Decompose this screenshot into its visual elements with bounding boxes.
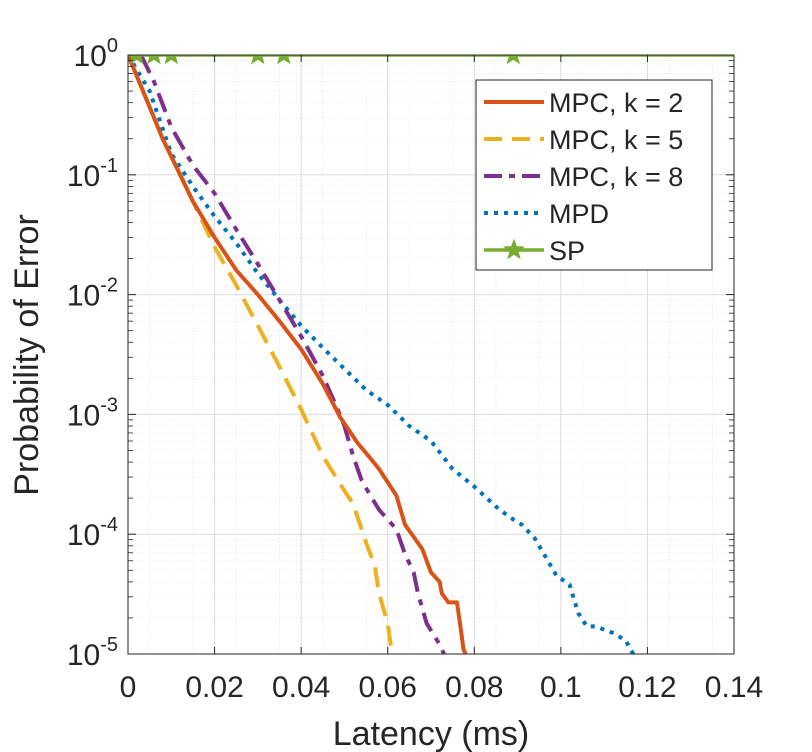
y-tick-label: 10-2 (67, 275, 118, 313)
sp-star-marker (506, 55, 520, 65)
y-tick-label: 100 (74, 35, 119, 73)
x-tick-label: 0.06 (359, 671, 417, 704)
series-line-mpc-k-5 (128, 55, 395, 654)
x-tick-label: 0.02 (185, 671, 243, 704)
sp-star-marker (164, 55, 178, 65)
x-tick-label: 0.08 (445, 671, 503, 704)
axis-ticks (127, 54, 735, 655)
legend-star-marker (503, 238, 525, 260)
y-tick-label: 10-5 (67, 634, 118, 672)
y-tick-label: 10-3 (67, 394, 118, 432)
legend-label: MPC, k = 8 (549, 162, 683, 192)
x-tick-label: 0.1 (540, 671, 582, 704)
series-line-mpc-k-2 (128, 55, 468, 654)
sp-star-marker (147, 55, 161, 65)
x-axis-label: Latency (ms) (333, 715, 530, 752)
x-tick-label: 0.12 (618, 671, 676, 704)
legend-label: MPD (549, 199, 609, 229)
legend-label: MPC, k = 2 (549, 88, 683, 118)
legend-box (475, 79, 713, 271)
series-line-mpd (128, 55, 665, 654)
x-tick-label: 0.14 (705, 671, 763, 704)
legend-label: MPC, k = 5 (549, 125, 683, 155)
legend: MPC, k = 2 MPC, k = 5 MPC, k = 8 MPD SP (475, 79, 713, 271)
sp-star-marker (251, 55, 265, 65)
series-layer (128, 55, 734, 654)
sp-star-marker (277, 55, 291, 65)
x-tick-label: 0 (120, 671, 137, 704)
x-tick-labels: 0 0.02 0.04 0.06 0.08 0.1 0.12 0.14 (120, 671, 764, 704)
plot-frame (127, 54, 735, 655)
y-tick-label: 10-1 (67, 155, 118, 193)
legend-label: SP (549, 236, 585, 266)
y-tick-labels: 100 10-1 10-2 10-3 10-4 10-5 (67, 35, 118, 672)
sp-star-marker (129, 55, 144, 65)
y-axis-label: Probability of Error (8, 214, 46, 496)
y-tick-label: 10-4 (67, 514, 118, 552)
x-tick-label: 0.04 (272, 671, 330, 704)
